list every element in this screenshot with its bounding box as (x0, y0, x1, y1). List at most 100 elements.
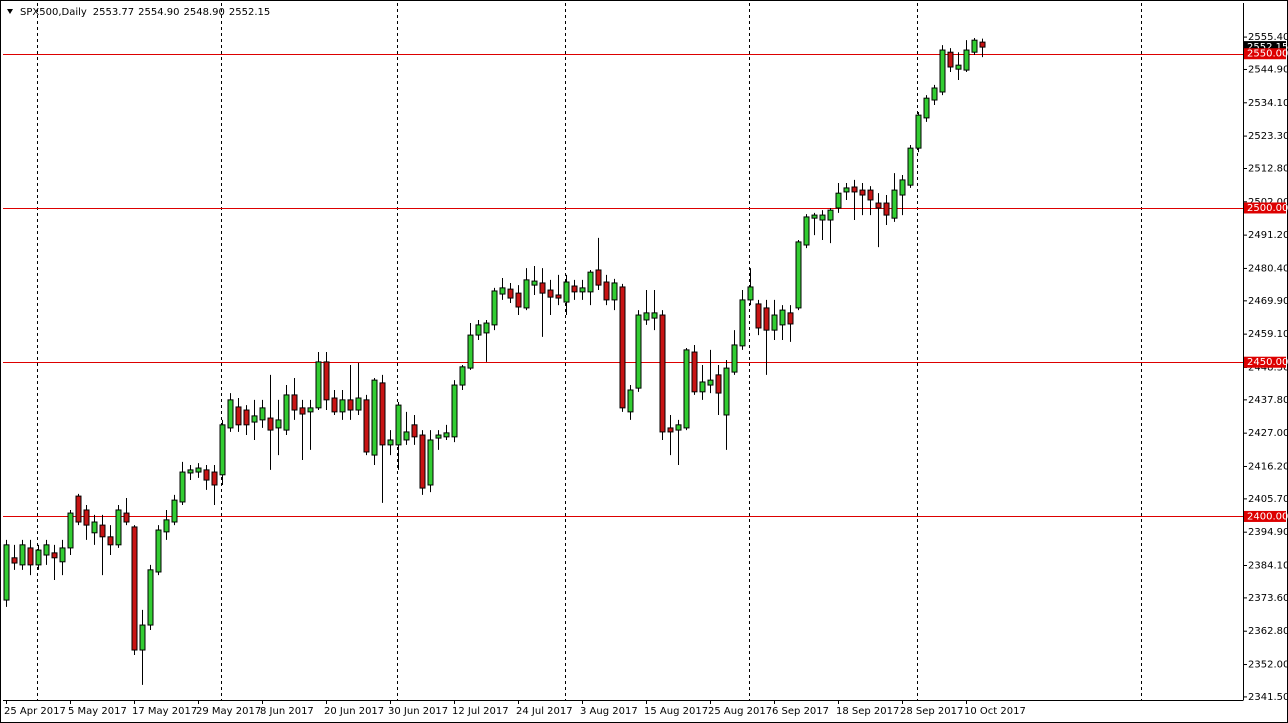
bull-body (811, 214, 818, 219)
bull-body (435, 434, 442, 439)
bear-body (619, 286, 626, 409)
bear-body (379, 382, 386, 446)
x-tick-label: 28 Sep 2017 (900, 706, 963, 717)
bull-body (643, 312, 650, 321)
bear-body (851, 186, 858, 193)
bull-body (155, 529, 162, 573)
y-tick-label: 2437.80 (1248, 395, 1288, 406)
bear-body (603, 281, 610, 301)
bull-body (315, 361, 322, 409)
bull-body (635, 314, 642, 389)
bear-body (691, 351, 698, 393)
bear-body (331, 397, 338, 413)
x-tick-label: 20 Jun 2017 (324, 706, 384, 717)
y-tick-label: 2512.80 (1248, 163, 1288, 174)
x-tick-label: 3 Aug 2017 (580, 706, 638, 717)
bull-body (819, 214, 826, 221)
bull-body (195, 467, 202, 473)
bull-body (115, 509, 122, 546)
bear-body (123, 512, 130, 523)
bull-body (771, 314, 778, 331)
bull-body (283, 394, 290, 431)
bull-body (443, 432, 450, 438)
bear-body (979, 41, 986, 48)
bear-body (291, 394, 298, 411)
bull-body (59, 547, 66, 563)
y-tick-label: 2352.00 (1248, 660, 1288, 671)
menu-arrow[interactable] (7, 9, 13, 14)
bull-body (723, 367, 730, 416)
y-tick-label: 2555.40 (1248, 32, 1288, 43)
bull-body (187, 469, 194, 474)
y-tick-label: 2523.30 (1248, 131, 1288, 142)
bull-body (731, 344, 738, 373)
bull-body (675, 424, 682, 431)
x-tick-label: 15 Aug 2017 (644, 706, 708, 717)
bull-body (939, 49, 946, 93)
bull-body (747, 286, 754, 301)
bear-body (83, 509, 90, 526)
bull-body (475, 324, 482, 336)
bull-body (835, 192, 842, 209)
y-tick-label: 2534.10 (1248, 98, 1288, 109)
y-tick-label: 2448.30 (1248, 362, 1288, 373)
bull-body (803, 216, 810, 246)
low-text: 2548.90 (184, 7, 225, 18)
bull-body (163, 519, 170, 533)
level-box (1244, 510, 1286, 522)
bear-body (547, 289, 554, 298)
y-tick-label: 2544.90 (1248, 64, 1288, 75)
bear-body (595, 269, 602, 286)
bear-body (715, 374, 722, 394)
y-tick-label: 2469.90 (1248, 296, 1288, 307)
bull-body (707, 379, 714, 386)
bull-body (3, 544, 10, 601)
bear-body (659, 314, 666, 433)
y-tick-label: 2373.60 (1248, 593, 1288, 604)
bear-body (243, 409, 250, 426)
bull-body (587, 271, 594, 293)
bull-body (491, 290, 498, 326)
bull-body (499, 287, 506, 295)
symbol: SPX500,Daily (20, 7, 87, 18)
bear-body (411, 424, 418, 438)
bull-body (915, 114, 922, 149)
bull-body (955, 64, 962, 70)
bear-body (667, 427, 674, 433)
separators (37, 3, 1142, 700)
x-tick-label: 5 May 2017 (68, 706, 127, 717)
level-box (1244, 202, 1286, 214)
bear-body (11, 557, 18, 564)
y-tick-label: 2362.80 (1248, 626, 1288, 637)
bull-body (907, 147, 914, 186)
level-label: 2500.00 (1247, 203, 1288, 214)
bull-body (171, 499, 178, 523)
bull-body (67, 512, 74, 549)
header: SPX500,Daily 2553.77 2554.90 2548.90 2552.15 (20, 7, 270, 18)
bull-body (699, 381, 706, 393)
bear-body (515, 292, 522, 308)
bull-body (827, 209, 834, 221)
y-tick-label: 2502.00 (1248, 197, 1288, 208)
x-tick-label: 25 Apr 2017 (4, 706, 66, 717)
bear-body (323, 361, 330, 401)
bull-body (451, 384, 458, 438)
x-tick-label: 24 Jul 2017 (516, 706, 573, 717)
bear-body (75, 495, 82, 523)
y-tick-label: 2394.90 (1248, 527, 1288, 538)
bull-body (387, 439, 394, 446)
bear-body (299, 407, 306, 415)
bull-body (275, 419, 282, 429)
bull-body (427, 439, 434, 486)
bull-body (43, 544, 50, 556)
bull-body (227, 399, 234, 429)
y-tick-label: 2480.40 (1248, 263, 1288, 274)
bull-body (579, 287, 586, 293)
bull-body (467, 334, 474, 369)
open-text: 2553.77 (93, 7, 134, 18)
bear-body (419, 434, 426, 489)
y-tick-label: 2416.20 (1248, 461, 1288, 472)
bear-body (507, 288, 514, 299)
